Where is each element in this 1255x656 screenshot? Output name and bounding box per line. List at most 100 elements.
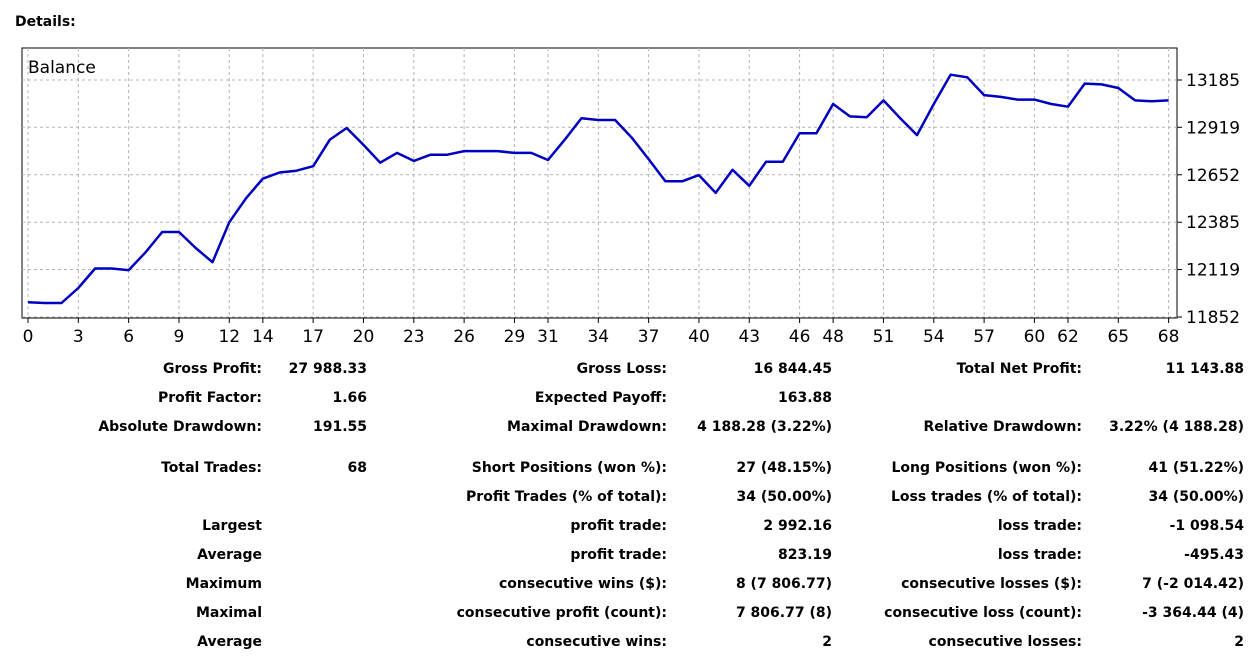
stat-value: 27 (48.15%) (736, 459, 832, 476)
stats-row: Average consecutive wins: 2 consecutive … (0, 627, 1244, 656)
stat-label: Profit Factor: (157, 389, 262, 406)
series-line-balance (27, 73, 1169, 305)
x-tick-label: 48 (822, 327, 844, 347)
stat-label: Gross Loss: (576, 360, 667, 377)
stat-value: -3 364.44 (4) (1142, 604, 1244, 621)
stat-label: Long Positions (won %): (891, 459, 1082, 476)
stat-label: Total Net Profit: (956, 360, 1082, 377)
stats-row: Largest profit trade: 2 992.16 loss trad… (0, 511, 1244, 540)
stat-label: loss trade: (997, 546, 1082, 563)
x-tick-label: 23 (403, 327, 425, 347)
stat-label: Expected Payoff: (534, 389, 667, 406)
x-tick-label: 3 (73, 327, 84, 347)
stat-label: Profit Trades (% of total): (466, 488, 667, 505)
page-title: Details: (15, 14, 76, 30)
x-tick-label: 65 (1107, 327, 1129, 347)
stat-value: 7 806.77 (8) (735, 604, 832, 621)
stats-table: Gross Profit: 27 988.33 Gross Loss: 16 8… (0, 354, 1244, 656)
x-tick-label: 9 (174, 327, 185, 347)
stat-value: 823.19 (777, 546, 832, 563)
stat-label: consecutive profit (count): (456, 604, 667, 621)
x-tick-label: 60 (1024, 327, 1046, 347)
stat-label: Gross Profit: (162, 360, 262, 377)
stats-row: Total Trades: 68 Short Positions (won %)… (0, 453, 1244, 482)
stats-row: Average profit trade: 823.19 loss trade:… (0, 540, 1244, 569)
stat-label: Loss trades (% of total): (891, 488, 1082, 505)
stats-row: Absolute Drawdown: 191.55 Maximal Drawdo… (0, 412, 1244, 441)
stat-group-label: Average (197, 633, 262, 650)
y-tick-label: 12385 (1186, 213, 1240, 233)
stat-label: profit trade: (570, 546, 667, 563)
stats-row: Gross Profit: 27 988.33 Gross Loss: 16 8… (0, 354, 1244, 383)
chart-title: Balance (28, 58, 96, 78)
x-tick-label: 31 (537, 327, 559, 347)
stat-value: 41 (51.22%) (1148, 459, 1244, 476)
x-tick-label: 46 (789, 327, 811, 347)
x-tick-label: 0 (23, 327, 34, 347)
stat-label: consecutive loss (count): (884, 604, 1082, 621)
stat-group-label: Maximum (185, 575, 262, 592)
stat-group-label: Maximal (195, 604, 262, 621)
x-tick-label: 26 (453, 327, 475, 347)
stats-row: Profit Factor: 1.66 Expected Payoff: 163… (0, 383, 1244, 412)
x-tick-label: 51 (873, 327, 895, 347)
y-tick-label: 12652 (1186, 166, 1240, 186)
stat-label: consecutive wins ($): (498, 575, 667, 592)
stat-label: Total Trades: (161, 459, 262, 476)
stat-value: -1 098.54 (1169, 517, 1244, 534)
x-tick-label: 34 (587, 327, 609, 347)
stat-label: Absolute Drawdown: (98, 418, 262, 435)
x-tick-label: 6 (123, 327, 134, 347)
stat-value: -495.43 (1184, 546, 1244, 563)
y-tick-label: 13185 (1186, 71, 1240, 91)
stat-label: Relative Drawdown: (923, 418, 1082, 435)
grid-lines (22, 48, 1177, 318)
stat-value: 11 143.88 (1165, 360, 1244, 377)
stat-value: 34 (50.00%) (1148, 488, 1244, 505)
x-tick-label: 20 (353, 327, 375, 347)
x-tick-label: 17 (302, 327, 324, 347)
stat-value: 7 (-2 014.42) (1142, 575, 1244, 592)
x-tick-label: 62 (1057, 327, 1079, 347)
y-tick-label: 12119 (1186, 261, 1240, 281)
stat-value: 163.88 (777, 389, 832, 406)
balance-chart: 13185 12919 12652 12385 12119 11852 0 3 6 9 12 14 1… (21, 47, 1240, 347)
stats-row: Maximal consecutive profit (count): 7 80… (0, 598, 1244, 627)
stat-value: 68 (347, 459, 367, 476)
x-tick-label: 43 (738, 327, 760, 347)
stat-label: Short Positions (won %): (471, 459, 667, 476)
stat-value: 27 988.33 (288, 360, 367, 377)
x-tick-label: 57 (973, 327, 995, 347)
plot-area (21, 47, 1178, 319)
stat-label: consecutive losses ($): (901, 575, 1082, 592)
stat-value: 1.66 (332, 389, 367, 406)
stat-value: 191.55 (312, 418, 367, 435)
x-tick-label: 40 (688, 327, 710, 347)
stat-value: 8 (7 806.77) (735, 575, 832, 592)
x-tick-label: 54 (923, 327, 945, 347)
x-axis: 0 3 6 9 12 14 17 20 23 26 29 31 34 37 40 43 46 48 51 54 57 60… (23, 318, 1180, 347)
stats-row: Profit Trades (% of total): 34 (50.00%) … (0, 482, 1244, 511)
y-axis: 13185 12919 12652 12385 12119 11852 (1177, 71, 1240, 328)
x-tick-label: 29 (504, 327, 526, 347)
x-tick-label: 14 (252, 327, 274, 347)
stat-label: Maximal Drawdown: (507, 418, 667, 435)
stat-value: 34 (50.00%) (736, 488, 832, 505)
stat-group-label: Largest (202, 517, 262, 534)
stat-value: 3.22% (4 188.28) (1109, 418, 1244, 435)
stats-row: Maximum consecutive wins ($): 8 (7 806.7… (0, 569, 1244, 598)
y-tick-label: 12919 (1186, 118, 1240, 138)
stat-value: 2 992.16 (763, 517, 832, 534)
stat-value: 16 844.45 (753, 360, 832, 377)
stat-group-label: Average (197, 546, 262, 563)
x-tick-label: 37 (638, 327, 660, 347)
y-tick-label: 11852 (1186, 308, 1240, 328)
stat-label: consecutive losses: (928, 633, 1082, 650)
stat-value: 2 (1234, 633, 1244, 650)
x-tick-label: 12 (218, 327, 240, 347)
stat-label: profit trade: (570, 517, 667, 534)
stat-value: 2 (822, 633, 832, 650)
x-tick-label: 68 (1158, 327, 1180, 347)
stat-label: consecutive wins: (526, 633, 667, 650)
stat-label: loss trade: (997, 517, 1082, 534)
